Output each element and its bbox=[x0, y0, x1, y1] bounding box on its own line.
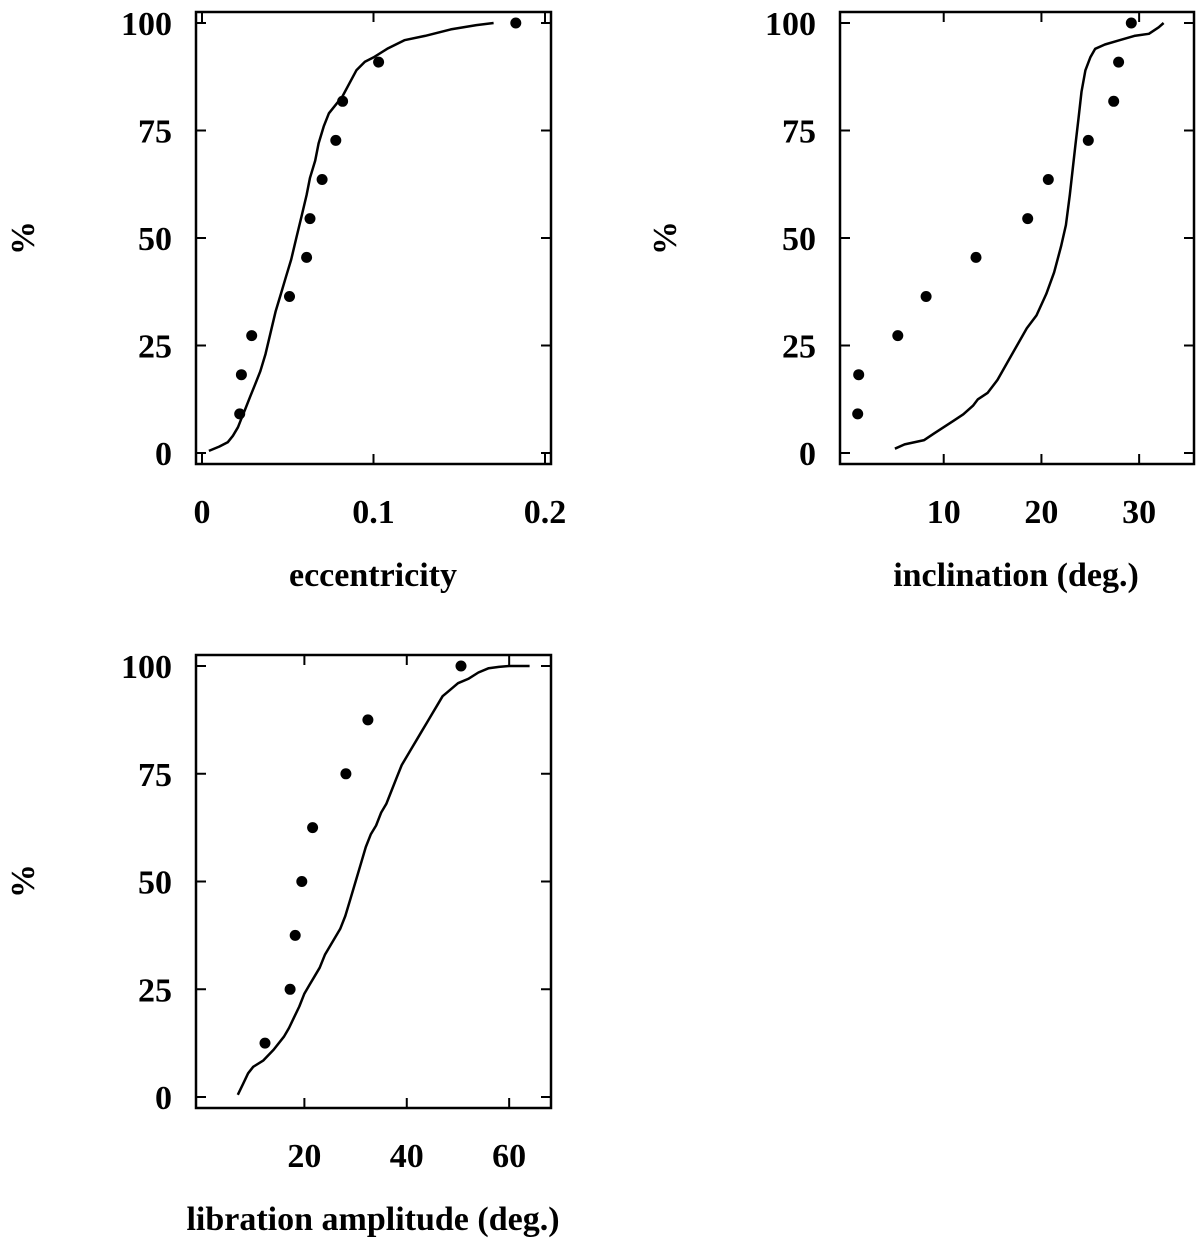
data-point bbox=[1113, 56, 1125, 68]
x-axis-title: eccentricity bbox=[289, 557, 457, 594]
y-tick-label: 50 bbox=[138, 221, 172, 258]
panel-inclination: 0 25 50 75 100 10 20 30 inclination (deg.) % bbox=[647, 6, 1196, 594]
data-point bbox=[510, 17, 522, 29]
y-axis-title: % bbox=[647, 221, 684, 255]
x-tick-label: 20 bbox=[287, 1138, 321, 1175]
data-marks bbox=[852, 17, 1165, 450]
x-tick-label: 0.2 bbox=[524, 494, 567, 531]
data-point bbox=[234, 408, 246, 420]
y-axis: 0 25 50 75 100 bbox=[121, 649, 551, 1117]
y-tick-label: 100 bbox=[121, 649, 172, 686]
data-point bbox=[970, 251, 982, 263]
x-axis-title: libration amplitude (deg.) bbox=[186, 1201, 559, 1238]
y-tick-label: 25 bbox=[782, 329, 816, 366]
y-tick-label: 0 bbox=[155, 436, 172, 473]
data-point bbox=[1125, 17, 1137, 29]
data-point bbox=[337, 95, 349, 107]
series-line bbox=[236, 664, 530, 1096]
data-point bbox=[373, 56, 385, 68]
data-point bbox=[289, 929, 301, 941]
data-point bbox=[316, 174, 328, 185]
x-axis: 10 20 30 bbox=[927, 12, 1156, 531]
x-tick-label: 0.1 bbox=[352, 494, 395, 531]
data-point bbox=[455, 660, 467, 672]
data-point bbox=[307, 822, 319, 834]
x-axis: 0 0.1 0.2 bbox=[194, 12, 567, 531]
data-point bbox=[1082, 134, 1094, 146]
data-point bbox=[892, 330, 904, 342]
x-axis: 20 40 60 bbox=[287, 655, 526, 1175]
panel-libration: 0 25 50 75 100 20 40 60 libration amplitude (d… bbox=[5, 649, 560, 1238]
y-tick-label: 25 bbox=[138, 329, 172, 366]
x-axis-title: inclination (deg.) bbox=[893, 557, 1139, 594]
data-point bbox=[853, 369, 865, 381]
data-point bbox=[296, 876, 308, 887]
data-marks bbox=[236, 660, 530, 1096]
y-axis: 0 25 50 75 100 bbox=[121, 6, 551, 473]
data-point bbox=[235, 369, 247, 381]
y-axis: 0 25 50 75 100 bbox=[765, 6, 1194, 473]
y-tick-label: 25 bbox=[138, 972, 172, 1009]
data-point bbox=[362, 714, 374, 726]
data-point bbox=[1022, 213, 1034, 225]
data-point bbox=[852, 408, 864, 420]
y-tick-label: 100 bbox=[765, 6, 816, 43]
data-point bbox=[284, 983, 296, 995]
plot-frame bbox=[194, 653, 553, 1110]
data-point bbox=[340, 768, 352, 780]
x-tick-label: 60 bbox=[492, 1138, 526, 1175]
data-point bbox=[246, 330, 258, 342]
data-point bbox=[1108, 95, 1120, 107]
data-point bbox=[301, 251, 313, 263]
data-point bbox=[920, 291, 932, 302]
series-line bbox=[894, 22, 1165, 450]
y-tick-label: 0 bbox=[799, 436, 816, 473]
x-tick-label: 20 bbox=[1024, 494, 1058, 531]
data-point bbox=[1042, 174, 1054, 185]
data-marks bbox=[208, 17, 522, 453]
y-tick-label: 0 bbox=[155, 1080, 172, 1117]
data-point bbox=[284, 291, 295, 302]
x-tick-label: 30 bbox=[1122, 494, 1156, 531]
series-line bbox=[208, 21, 494, 453]
x-tick-label: 10 bbox=[927, 494, 961, 531]
data-point bbox=[259, 1037, 271, 1049]
data-point bbox=[330, 134, 342, 146]
y-tick-label: 75 bbox=[138, 114, 172, 151]
panel-eccentricity: 0 25 50 75 100 0 0.1 0.2 eccentricity % bbox=[5, 6, 566, 594]
data-point bbox=[304, 213, 316, 225]
y-tick-label: 75 bbox=[138, 757, 172, 794]
x-tick-label: 40 bbox=[390, 1138, 424, 1175]
plot-frame bbox=[838, 10, 1196, 466]
y-axis-title: % bbox=[5, 221, 42, 255]
y-tick-label: 50 bbox=[138, 865, 172, 902]
x-tick-label: 0 bbox=[194, 494, 211, 531]
y-axis-title: % bbox=[5, 864, 42, 898]
y-tick-label: 50 bbox=[782, 221, 816, 258]
y-tick-label: 75 bbox=[782, 114, 816, 151]
y-tick-label: 100 bbox=[121, 6, 172, 43]
